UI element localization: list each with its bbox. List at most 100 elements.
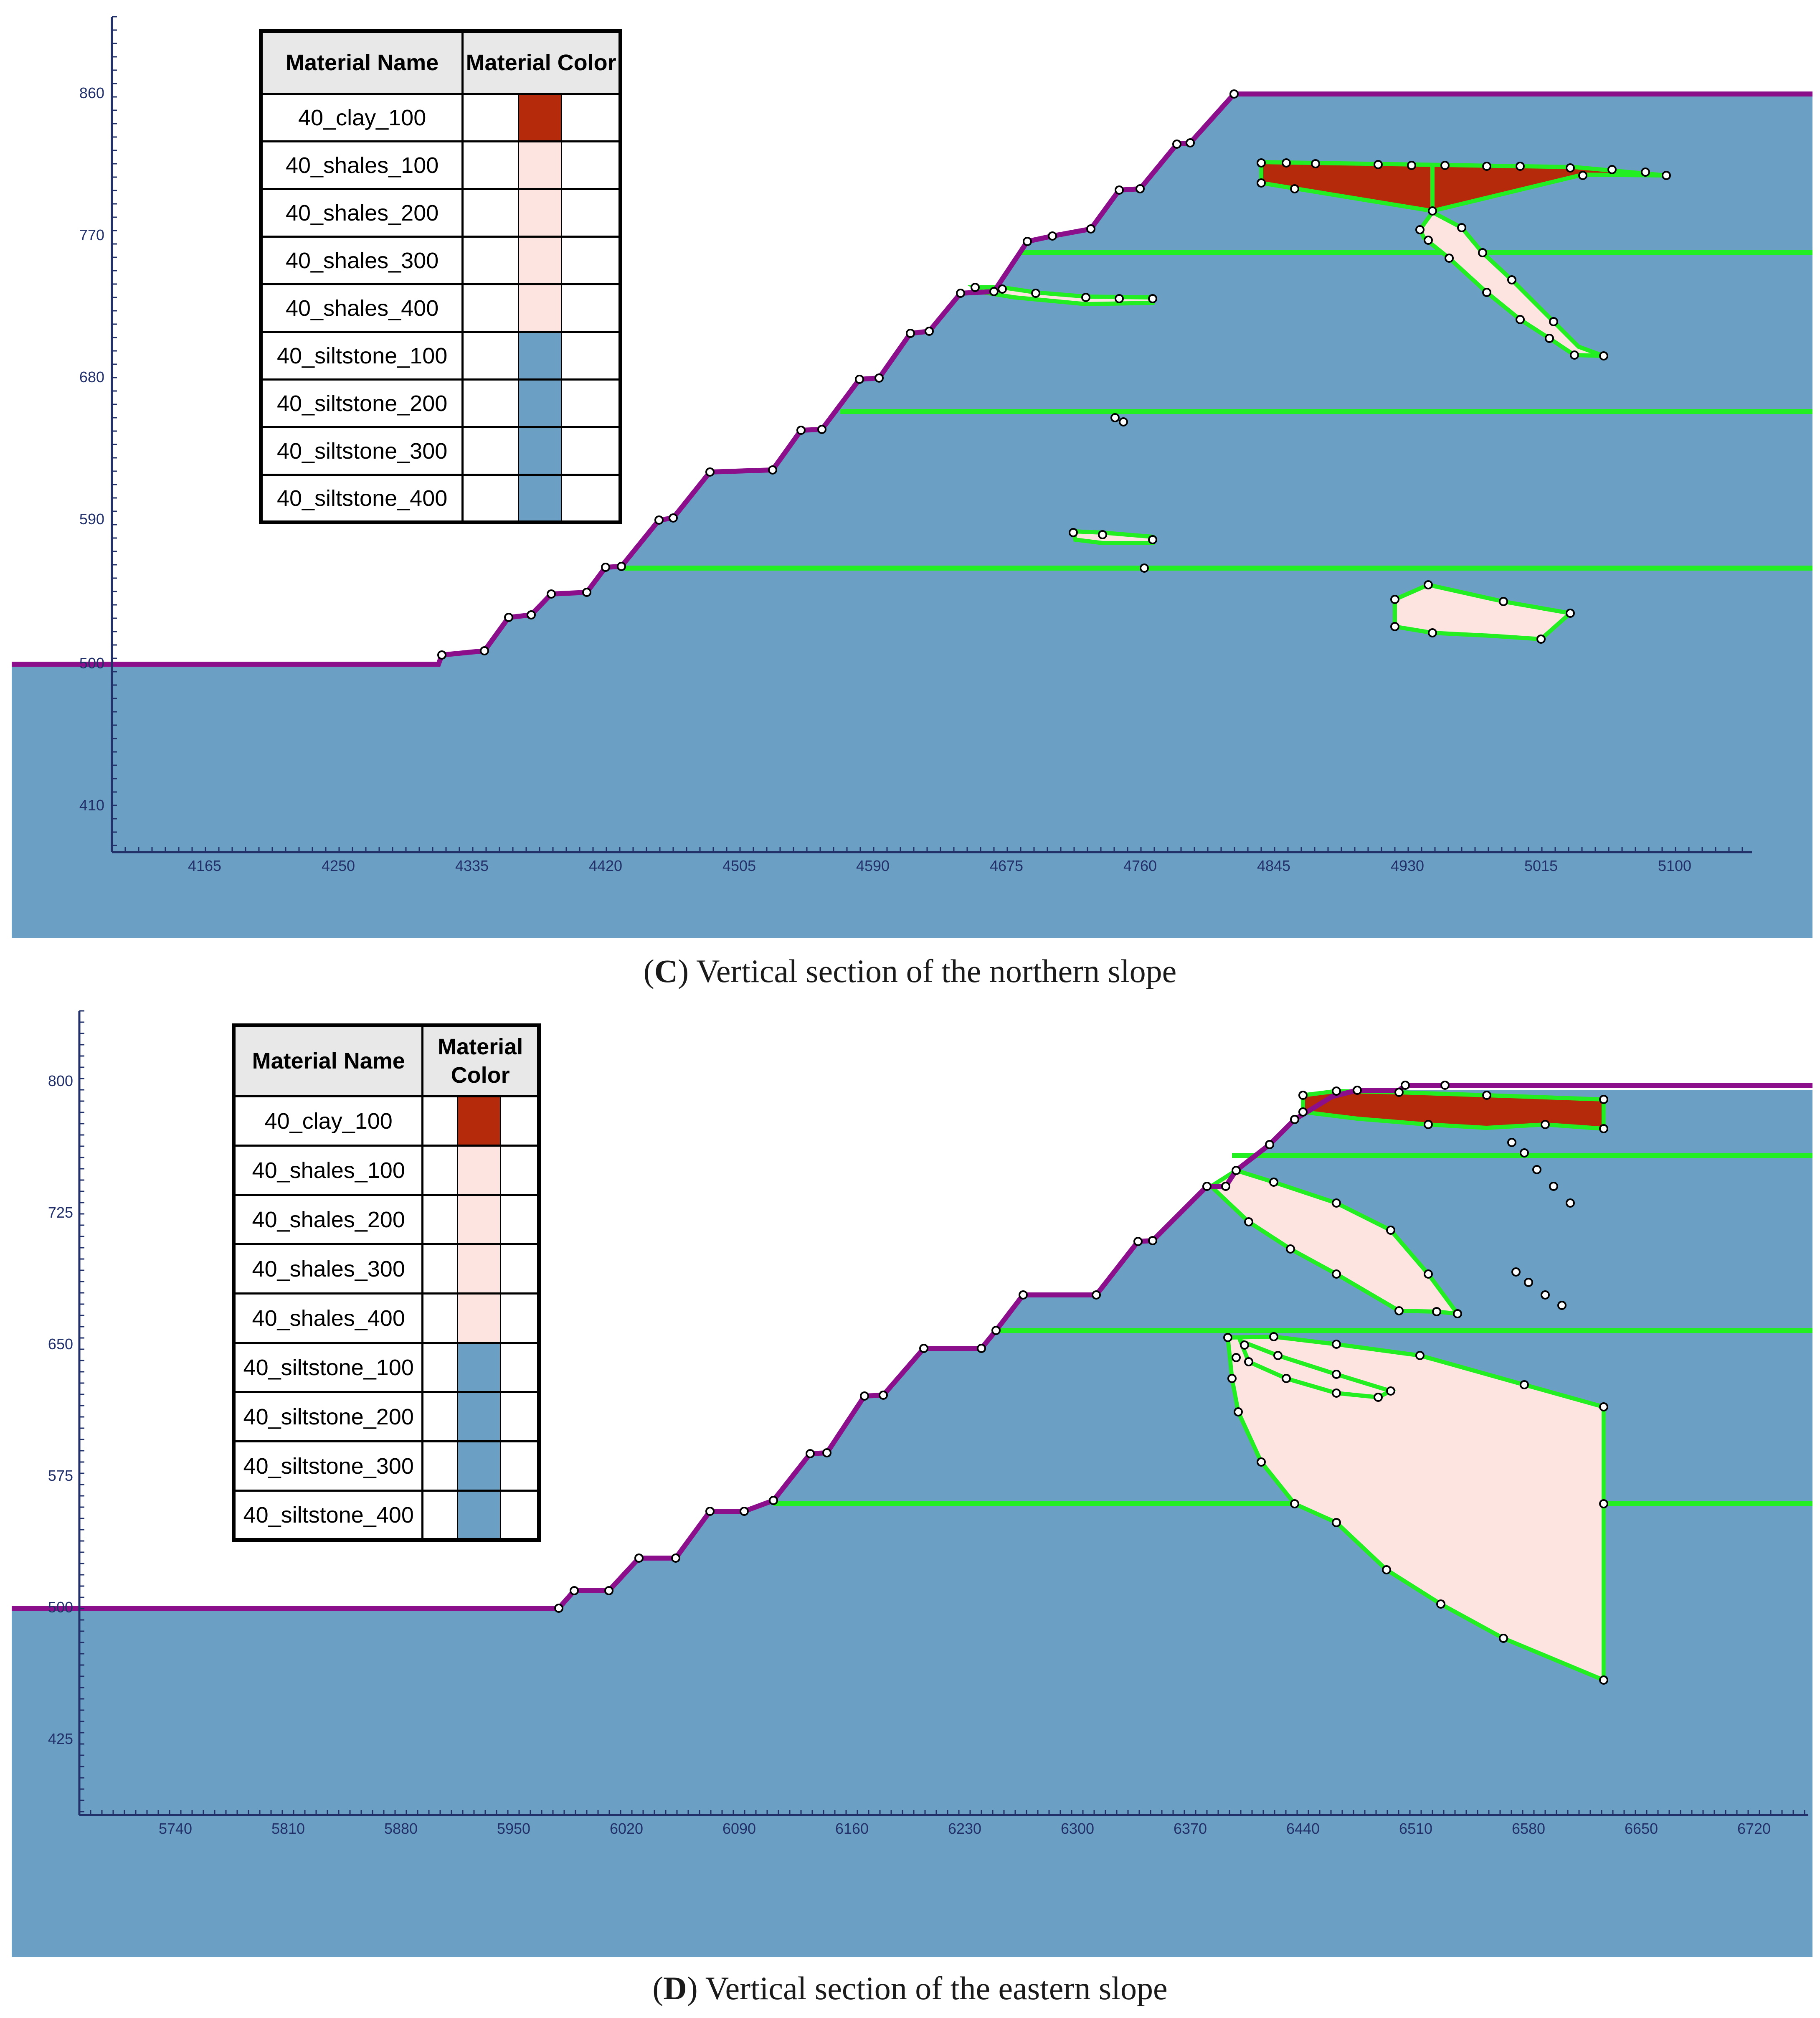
- siltstone-body: [12, 1090, 1812, 1957]
- legend-color-cell: [461, 426, 621, 476]
- legend-color-swatch: [518, 142, 563, 188]
- legend-color-swatch: [457, 1344, 502, 1391]
- legend-color-cell: [421, 1490, 540, 1541]
- legend-color-swatch: [457, 1295, 502, 1342]
- x-tick-label: 4165: [188, 857, 221, 874]
- legend-color-cell: [461, 474, 621, 523]
- legend-row: 40_siltstone_300: [259, 426, 621, 476]
- legend-color-cell: [421, 1292, 540, 1344]
- caption-text: Vertical section of the eastern slope: [705, 1970, 1168, 2006]
- legend-material-name: 40_siltstone_100: [259, 331, 464, 381]
- x-tick-label: 5740: [159, 1820, 192, 1837]
- x-tick-label: 4335: [455, 857, 489, 874]
- legend-row: 40_shales_300: [259, 236, 621, 285]
- legend-color-cell: [421, 1391, 540, 1442]
- legend-color-cell: [421, 1440, 540, 1492]
- legend-row: 40_shales_300: [232, 1243, 540, 1295]
- shale-lens: [1225, 1334, 1606, 1683]
- legend-material-name: 40_siltstone_300: [232, 1440, 424, 1492]
- minor-ticks: [111, 16, 1743, 852]
- caption-letter: C: [654, 953, 678, 989]
- legend-row: 40_clay_100: [259, 93, 621, 142]
- x-tick-label: 6720: [1737, 1820, 1771, 1837]
- legend-color-cell: [461, 331, 621, 381]
- legend-color-swatch: [457, 1245, 502, 1292]
- legend-row: 40_shales_100: [232, 1145, 540, 1196]
- legend-color-swatch: [518, 476, 563, 520]
- legend-material-name: 40_shales_100: [259, 140, 464, 190]
- legend-color-swatch: [518, 428, 563, 474]
- legend-color-cell: [421, 1095, 540, 1147]
- legend-row: 40_siltstone_100: [259, 331, 621, 381]
- legend-row: 40_shales_400: [259, 283, 621, 333]
- legend-row: 40_siltstone_400: [232, 1490, 540, 1541]
- x-tick-label: 6230: [948, 1820, 981, 1837]
- y-tick-label: 680: [79, 368, 104, 386]
- y-tick-labels: 800 725 650 575 500 425: [48, 1072, 73, 1747]
- legend-material-name: 40_siltstone_100: [232, 1342, 424, 1393]
- x-tick-label: 6020: [610, 1820, 643, 1837]
- legend-row: 40_shales_100: [259, 140, 621, 190]
- legend-material-name: 40_siltstone_400: [259, 474, 464, 523]
- legend-color-swatch: [518, 333, 563, 378]
- legend-color-swatch: [518, 381, 563, 426]
- x-tick-label: 4590: [856, 857, 890, 874]
- legend-row: 40_shales_400: [232, 1292, 540, 1344]
- legend-color-swatch: [457, 1393, 502, 1440]
- y-tick-label: 650: [48, 1335, 73, 1353]
- x-tick-label: 4760: [1123, 857, 1157, 874]
- legend-row: 40_siltstone_400: [259, 474, 621, 523]
- y-tick-label: 500: [79, 655, 104, 672]
- legend-color-swatch: [518, 95, 563, 140]
- legend-material-name: 40_shales_200: [259, 188, 464, 238]
- x-tick-label: 4675: [990, 857, 1023, 874]
- legend-color-swatch: [457, 1492, 502, 1538]
- legend-row: 40_siltstone_300: [232, 1440, 540, 1492]
- legend-color-cell: [421, 1145, 540, 1196]
- x-tick-label: 5950: [497, 1820, 530, 1837]
- siltstone-body: [12, 94, 1812, 938]
- legend-header-name: Material Name: [259, 30, 464, 95]
- caption-d: (D) Vertical section of the eastern slop…: [652, 1970, 1168, 2006]
- y-tick-label: 500: [48, 1599, 73, 1616]
- legend-color-cell: [421, 1243, 540, 1295]
- legend-material-name: 40_siltstone_200: [259, 378, 464, 428]
- x-tick-label: 5810: [271, 1820, 305, 1837]
- panel-d: 800 725 650 575 500 425 5740 5810 5880 5…: [0, 1003, 1820, 2018]
- legend-row: 40_siltstone_200: [232, 1391, 540, 1442]
- y-tick-label: 410: [79, 797, 104, 814]
- legend-color-swatch: [518, 190, 563, 236]
- legend-material-name: 40_clay_100: [259, 93, 464, 142]
- legend-material-name: 40_shales_100: [232, 1145, 424, 1196]
- x-tick-labels: 5740 5810 5880 5950 6020 6090 6160 6230 …: [159, 1820, 1771, 1837]
- legend-color-swatch: [457, 1097, 502, 1145]
- legend-row: 40_siltstone_100: [232, 1342, 540, 1393]
- legend-color-swatch: [457, 1147, 502, 1194]
- legend-material-name: 40_siltstone_200: [232, 1391, 424, 1442]
- legend-color-swatch: [457, 1196, 502, 1243]
- y-tick-label: 860: [79, 84, 104, 102]
- x-tick-label: 4845: [1257, 857, 1290, 874]
- minor-ticks: [79, 1010, 1805, 1815]
- legend-header-color: Material Color: [461, 30, 621, 95]
- x-tick-label: 5880: [384, 1820, 418, 1837]
- legend-color-cell: [461, 188, 621, 238]
- legend-material-name: 40_shales_200: [232, 1194, 424, 1245]
- vertex-markers: [554, 1081, 1608, 1685]
- caption-text: Vertical section of the northern slope: [696, 953, 1177, 989]
- section-c-diagram: 860 770 680 590 500 410 4165 4250 4335 4…: [12, 16, 1812, 938]
- caption-c: (C) Vertical section of the northern slo…: [643, 953, 1177, 989]
- panel-c: 860 770 680 590 500 410 4165 4250 4335 4…: [0, 0, 1820, 1003]
- x-tick-label: 4930: [1391, 857, 1424, 874]
- legend-row: 40_siltstone_200: [259, 378, 621, 428]
- legend-color-cell: [421, 1194, 540, 1245]
- legend-material-name: 40_shales_400: [232, 1292, 424, 1344]
- x-tick-label: 6370: [1174, 1820, 1207, 1837]
- legend-material-name: 40_shales_400: [259, 283, 464, 333]
- x-tick-label: 6300: [1061, 1820, 1094, 1837]
- legend-material-name: 40_siltstone_400: [232, 1490, 424, 1541]
- legend-material-name: 40_siltstone_300: [259, 426, 464, 476]
- y-tick-label: 770: [79, 226, 104, 244]
- x-tick-label: 4250: [322, 857, 355, 874]
- legend-header-name: Material Name: [232, 1024, 424, 1097]
